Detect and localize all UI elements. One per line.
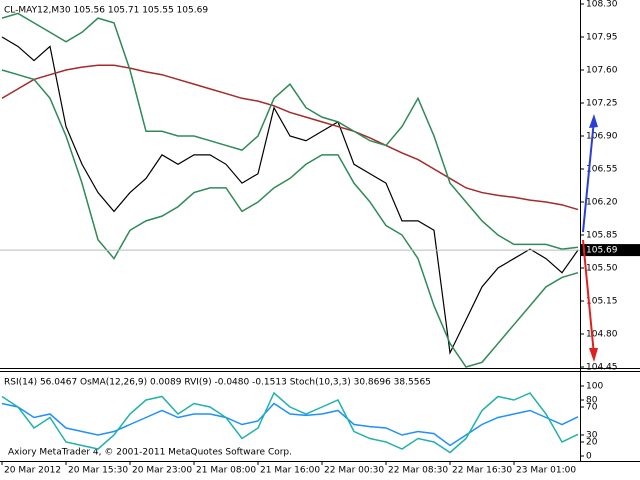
y-tick-label: 70 bbox=[586, 403, 598, 413]
y-tick-label: 107.95 bbox=[586, 33, 618, 43]
y-tick-label: 107.60 bbox=[586, 66, 618, 76]
down-arrow bbox=[582, 239, 595, 356]
y-tick-label: 105.15 bbox=[586, 297, 618, 307]
series-line bbox=[1, 12, 579, 250]
series-line bbox=[1, 69, 579, 368]
down-arrowhead bbox=[589, 348, 598, 362]
x-tick-label: 20 Mar 15:30 bbox=[68, 466, 128, 476]
y-tick-label: 106.55 bbox=[586, 165, 618, 175]
y-tick-label: 107.25 bbox=[586, 99, 618, 109]
y-tick-label: 106.90 bbox=[586, 132, 618, 142]
x-tick-label: 20 Mar 2012 bbox=[4, 466, 61, 476]
y-tick-label: 100 bbox=[586, 382, 603, 392]
series-line bbox=[1, 36, 579, 355]
y-tick-label: 30 bbox=[586, 431, 598, 441]
y-tick-label: 0 bbox=[586, 452, 592, 462]
y-tick-label: 20 bbox=[586, 438, 598, 448]
indicator-header: RSI(14) 56.0467 OsMA(12,26,9) 0.0089 RVI… bbox=[4, 378, 431, 388]
symbol-header: CL-MAY12,M30 105.56 105.71 105.55 105.69 bbox=[4, 6, 208, 16]
x-tick-label: 21 Mar 08:00 bbox=[196, 466, 256, 476]
series-line bbox=[1, 402, 579, 447]
y-tick-label: 104.80 bbox=[586, 330, 618, 340]
up-arrowhead bbox=[589, 114, 598, 128]
series-line bbox=[1, 391, 579, 454]
y-tick-label: 80 bbox=[586, 396, 598, 406]
copyright: Axiory MetaTrader 4, © 2001-2011 MetaQuo… bbox=[8, 448, 292, 458]
x-tick-label: 22 Mar 16:30 bbox=[452, 466, 512, 476]
y-tick-label: 106.20 bbox=[586, 198, 618, 208]
x-tick-label: 22 Mar 08:30 bbox=[388, 466, 448, 476]
x-tick-label: 22 Mar 00:30 bbox=[324, 466, 384, 476]
series-line bbox=[1, 64, 579, 211]
price-box bbox=[581, 244, 640, 257]
x-tick-label: 23 Mar 01:00 bbox=[516, 466, 576, 476]
y-tick-label: 104.45 bbox=[586, 363, 618, 373]
y-tick-label: 108.30 bbox=[586, 0, 618, 10]
x-tick-label: 20 Mar 23:00 bbox=[132, 466, 192, 476]
up-arrow bbox=[582, 119, 595, 233]
y-tick-label: 105.50 bbox=[586, 264, 618, 274]
x-tick-label: 21 Mar 16:00 bbox=[260, 466, 320, 476]
y-tick-label: 105.85 bbox=[586, 231, 618, 241]
current-price: 105.69 bbox=[586, 246, 618, 256]
